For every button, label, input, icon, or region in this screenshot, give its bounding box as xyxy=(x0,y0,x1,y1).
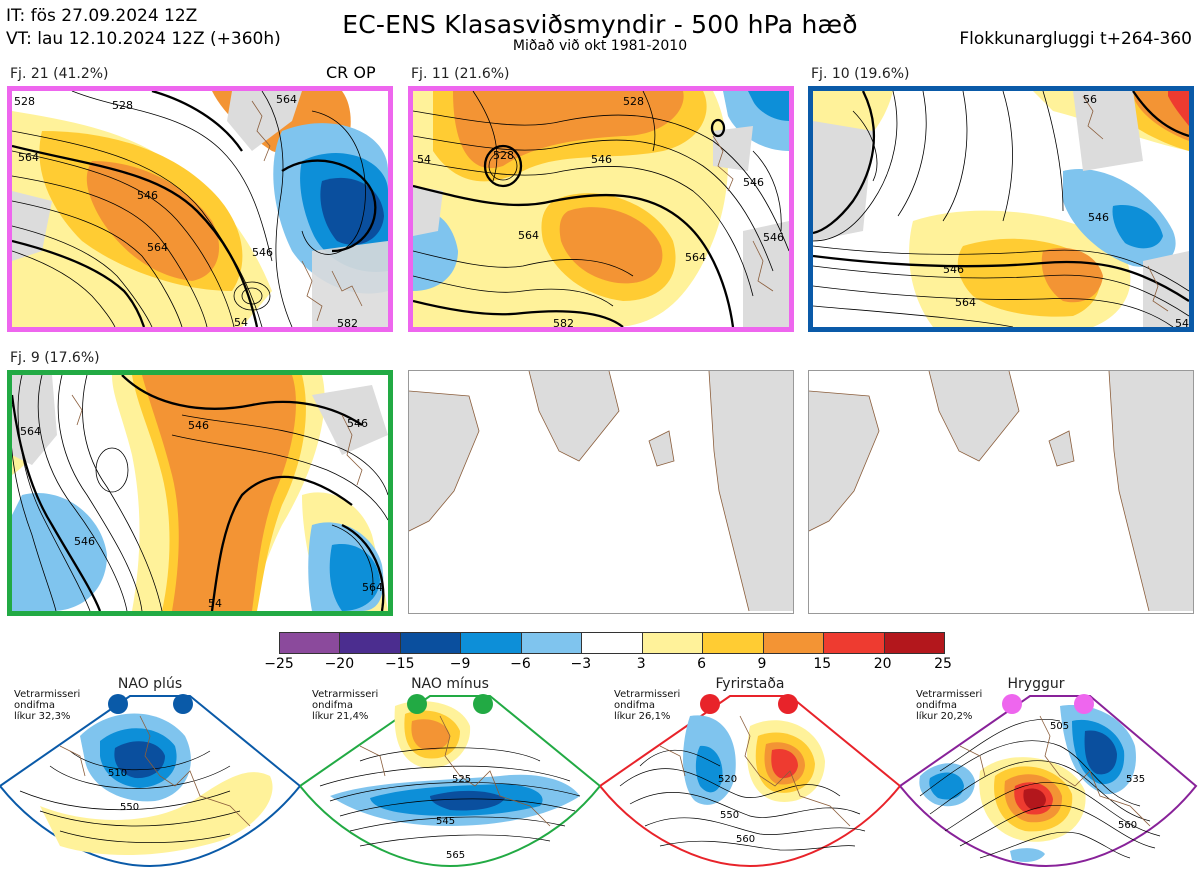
empty-map-5 xyxy=(408,370,794,614)
cluster-1-contour-label: 564 xyxy=(18,151,39,164)
regime-desc: Vetrarmisseri ondifma líkur 21,4% xyxy=(312,689,379,722)
cluster-1-contour-label: 564 xyxy=(147,241,168,254)
empty-map-6 xyxy=(808,370,1194,614)
regime-contour-label: 505 xyxy=(1050,721,1069,732)
regime-contour-label: 560 xyxy=(736,834,755,845)
cluster-4-contour-label: 546 xyxy=(347,417,368,430)
colorbar-tick-label: 25 xyxy=(934,656,952,672)
regime-blocking: Fyrirstaða Vetrarmisseri ondifma líkur 26,… xyxy=(600,676,900,871)
valid-time: VT: lau 12.10.2024 12Z (+360h) xyxy=(6,29,281,49)
cluster-1-contour-label: 546 xyxy=(137,189,158,202)
regime-name: Hryggur xyxy=(1007,676,1065,692)
regime-contour-label: 545 xyxy=(436,816,455,827)
colorbar-segment xyxy=(823,633,884,653)
colorbar-tick-label: 20 xyxy=(873,656,892,672)
cluster-1-contour-label: 582 xyxy=(337,317,358,327)
colorbar-tick-label: −15 xyxy=(384,656,415,672)
cluster-map-1: 564 546 546 564 54 528 564 582 528 xyxy=(7,86,393,332)
cluster-4-contour-label: 54 xyxy=(208,597,222,610)
cluster-4-contour-label: 546 xyxy=(188,419,209,432)
cluster-map-4: 546 546 546 564 564 54 xyxy=(7,370,393,616)
init-time: IT: fös 27.09.2024 12Z xyxy=(6,6,198,26)
colorbar-tick-label: 15 xyxy=(813,656,832,672)
colorbar-segment xyxy=(762,633,824,653)
regime-contour-label: 560 xyxy=(1118,820,1137,831)
cluster-2-contour-label: 546 xyxy=(591,153,612,166)
regime-nao-plus: NAO plús Vetrarmisseri ondifma líkur 32,3% xyxy=(0,676,300,871)
cluster-3-contour-label: 546 xyxy=(1088,211,1109,224)
cluster-2-contour-label: 564 xyxy=(518,229,539,242)
cluster-4-contour-label: 564 xyxy=(20,425,41,438)
regime-name: Fyrirstaða xyxy=(715,676,785,692)
regime-contour-label: 565 xyxy=(446,850,465,861)
regime-name: NAO mínus xyxy=(411,676,489,692)
regime-desc: Vetrarmisseri ondifma líkur 32,3% xyxy=(14,689,81,722)
regime-contour-label: 520 xyxy=(718,774,737,785)
regime-name: NAO plús xyxy=(117,676,183,692)
cluster-2-contour-label: 546 xyxy=(763,231,784,244)
colorbar-segment xyxy=(399,633,461,653)
cluster-1-contour-label: 54 xyxy=(234,316,248,327)
cluster-3-label: Fj. 10 (19.6%) xyxy=(811,66,910,82)
regime-nao-minus: NAO mínus Vetrarmisseri ondifma líkur 21,4… xyxy=(300,676,600,871)
cluster-1-contour-label: 528 xyxy=(14,95,35,108)
colorbar-tick-label: 6 xyxy=(697,656,706,672)
colorbar-tick-label: −3 xyxy=(570,656,592,672)
colorbar-tick-label: 3 xyxy=(636,656,646,672)
regime-contour-label: 550 xyxy=(120,802,139,813)
regime-ridge: Hryggur Vetrarmisseri ondifma líkur 20,2% xyxy=(900,676,1200,871)
regime-desc: Vetrarmisseri ondifma líkur 20,2% xyxy=(916,689,983,722)
colorbar-tick-label: −6 xyxy=(510,656,531,672)
cluster-map-2: 546 528 564 564 528 546 582 54 546 xyxy=(408,86,794,332)
regime-contour-label: 550 xyxy=(720,810,739,821)
colorbar-segment xyxy=(883,633,944,653)
cluster-1-contour-label: 564 xyxy=(276,93,297,106)
colorbar-segment xyxy=(460,633,521,653)
cluster-2-contour-label: 546 xyxy=(743,176,764,189)
regime-contour-label: 525 xyxy=(452,774,471,785)
cluster-2-contour-label: 54 xyxy=(417,153,431,166)
cluster-1-label: Fj. 21 (41.2%) xyxy=(10,66,109,82)
cluster-2-contour-label: 564 xyxy=(685,251,706,264)
cluster-2-contour-label: 528 xyxy=(623,95,644,108)
colorbar-segment xyxy=(520,633,582,653)
cluster-4-label: Fj. 9 (17.6%) xyxy=(10,350,100,366)
cluster-1-contour-label: 546 xyxy=(252,246,273,259)
cluster-2-contour-label: 528 xyxy=(493,149,514,162)
colorbar xyxy=(279,632,945,654)
classification-window: Flokkunargluggi t+264-360 xyxy=(959,29,1192,49)
regime-contour-label: 510 xyxy=(108,768,127,779)
cluster-3-contour-label: 54 xyxy=(1175,317,1189,327)
regime-desc: Vetrarmisseri ondifma líkur 26,1% xyxy=(614,689,681,722)
cluster-3-contour-label: 564 xyxy=(955,296,976,309)
colorbar-segment xyxy=(641,633,703,653)
colorbar-tick-label: 9 xyxy=(757,656,767,672)
cluster-map-3: 546 546 564 54 56 xyxy=(808,86,1194,332)
weather-regimes: NAO plús Vetrarmisseri ondifma líkur 32,3% xyxy=(0,676,1200,871)
regime-contour-label: 535 xyxy=(1126,774,1145,785)
cluster-4-contour-label: 564 xyxy=(362,581,383,594)
colorbar-ticks: −25 −20 −15 −9 −6 −3 3 6 9 15 20 25 xyxy=(239,656,983,676)
cluster-1-tag: CR OP xyxy=(326,63,376,82)
colorbar-tick-label: −20 xyxy=(324,656,355,672)
cluster-2-contour-label: 582 xyxy=(553,317,574,327)
colorbar-tick-label: −25 xyxy=(264,656,294,672)
colorbar-segment xyxy=(280,633,340,653)
cluster-3-contour-label: 546 xyxy=(943,263,964,276)
colorbar-tick-label: −9 xyxy=(449,656,471,672)
page-subtitle: Miðað við okt 1981-2010 xyxy=(512,38,688,54)
cluster-2-label: Fj. 11 (21.6%) xyxy=(411,66,510,82)
colorbar-segment xyxy=(339,633,400,653)
cluster-4-contour-label: 546 xyxy=(74,535,95,548)
page-title: EC-ENS Klasasviðsmyndir - 500 hPa hæð xyxy=(342,10,858,39)
colorbar-segment xyxy=(581,633,642,653)
cluster-3-contour-label: 56 xyxy=(1083,93,1097,106)
cluster-1-contour-label: 528 xyxy=(112,99,133,112)
colorbar-segment xyxy=(702,633,763,653)
